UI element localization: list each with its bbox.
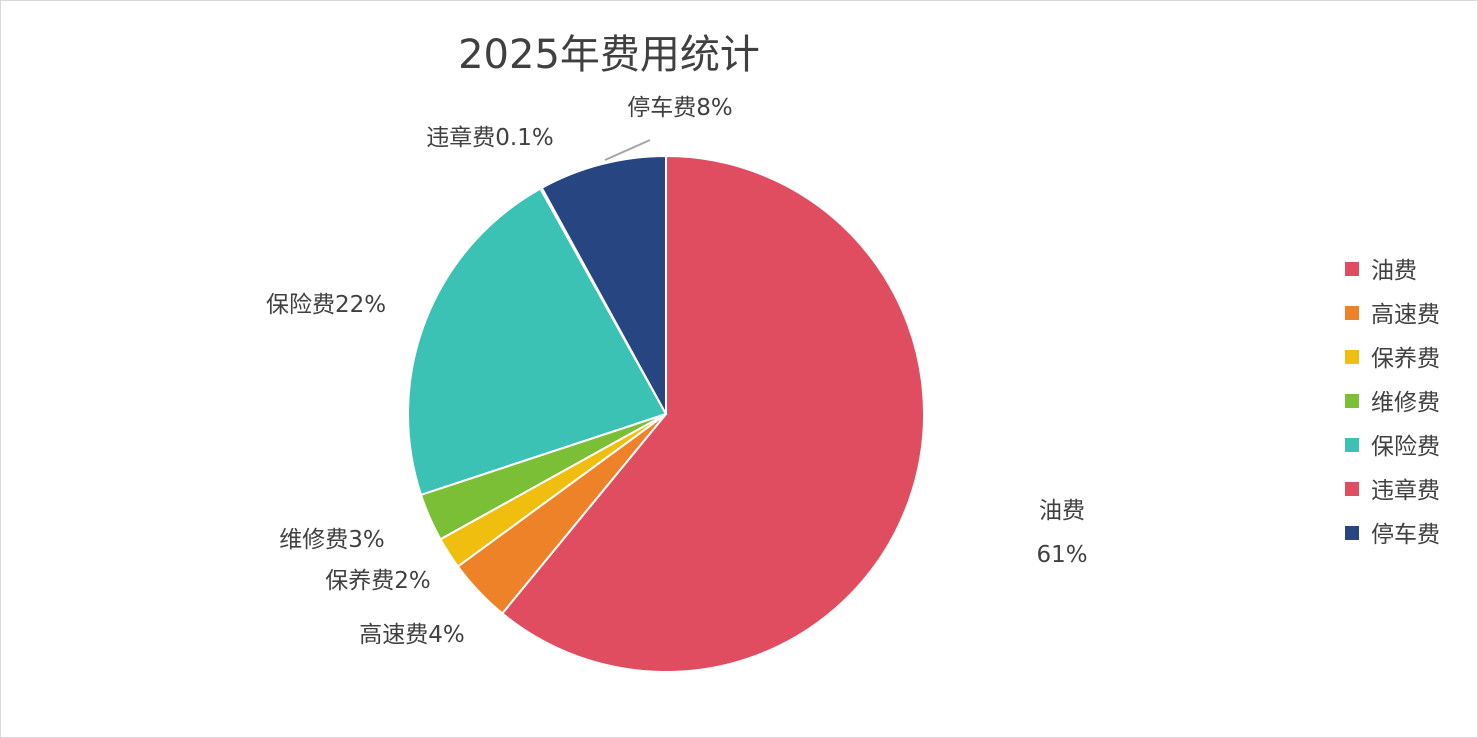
legend-swatch-3 xyxy=(1345,350,1359,364)
legend-swatch-6 xyxy=(1345,482,1359,496)
legend-label-6: 违章费 xyxy=(1371,478,1440,504)
slice-label-5: 保险费22% xyxy=(266,292,386,318)
slice-label-2: 高速费4% xyxy=(359,622,465,648)
legend-label-4: 维修费 xyxy=(1371,390,1440,416)
legend-swatch-4 xyxy=(1345,394,1359,408)
slice-label-6: 违章费0.1% xyxy=(426,125,553,151)
legend-label-5: 保险费 xyxy=(1371,434,1440,460)
legend-label-3: 保养费 xyxy=(1371,346,1440,372)
legend-label-1: 油费 xyxy=(1371,258,1417,284)
legend-swatch-2 xyxy=(1345,306,1359,320)
legend-label-7: 停车费 xyxy=(1371,522,1440,548)
slice-label-3: 保养费2% xyxy=(325,568,431,594)
pie-slice-7 xyxy=(540,154,667,415)
legend-label-2: 高速费 xyxy=(1371,302,1440,328)
slice-label-1: 油费 61% xyxy=(1036,498,1087,568)
leader-line xyxy=(604,139,651,161)
legend-swatch-5 xyxy=(1345,438,1359,452)
slice-label-4: 维修费3% xyxy=(279,527,385,553)
legend-swatch-7 xyxy=(1345,526,1359,540)
slice-label-7: 停车费8% xyxy=(627,95,733,121)
pie-slice-1 xyxy=(500,154,925,673)
pie-slices xyxy=(407,154,925,673)
chart-title: 2025年费用统计 xyxy=(458,32,760,78)
leader-lines xyxy=(604,139,651,161)
pie-slice-5 xyxy=(407,187,668,497)
legend-swatch-1 xyxy=(1345,262,1359,276)
slice-labels: 油费 61% 高速费4% 保养费2% 维修费3% 保险费22% 违章费0.1% 停车费8% xyxy=(266,95,1088,648)
